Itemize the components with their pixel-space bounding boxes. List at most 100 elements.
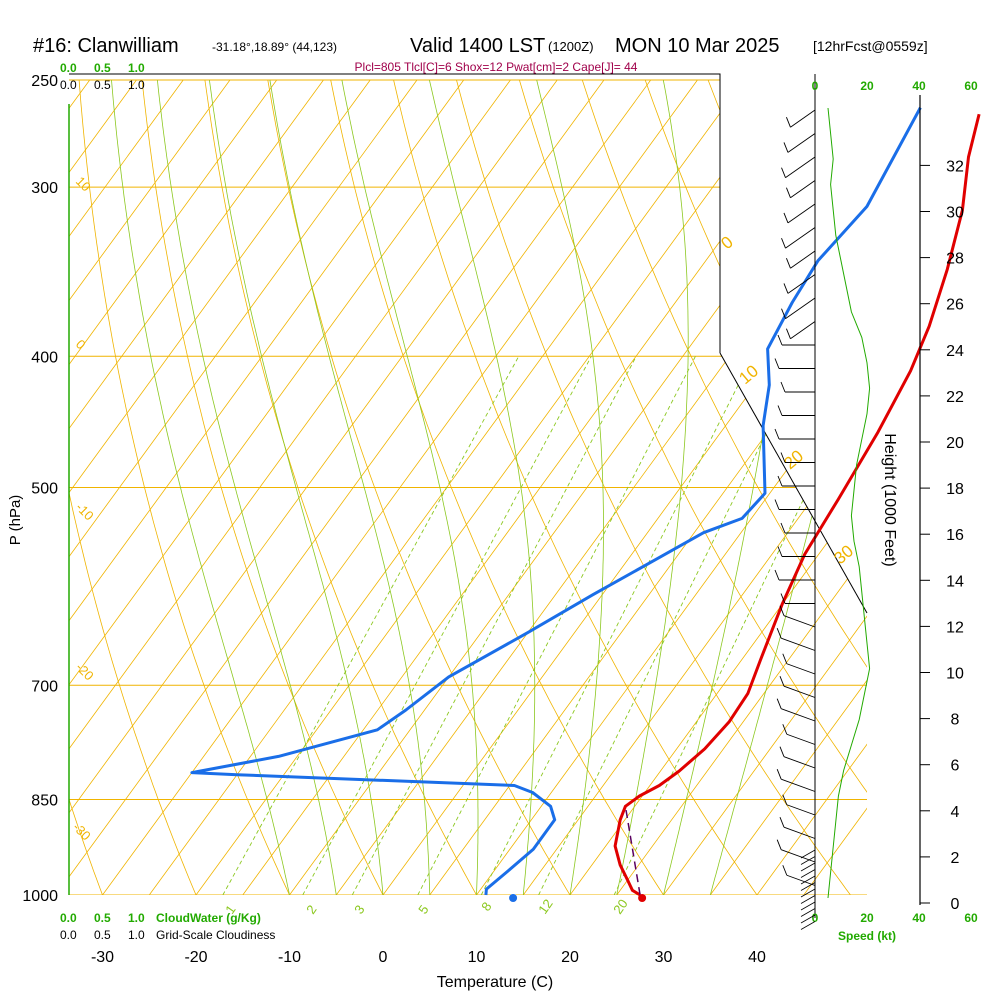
wind-barb <box>800 888 816 898</box>
title-forecast: [12hrFcst@0559z] <box>813 38 928 54</box>
moist-adiabat-line <box>209 79 384 895</box>
isotherm-line <box>663 79 867 895</box>
wind-barb <box>786 874 816 886</box>
isotherm-line <box>195 79 792 895</box>
moist-adiabat-line <box>341 79 479 895</box>
mixing-ratio-line <box>417 356 696 895</box>
cw-top-2: 1.0 <box>128 61 145 75</box>
height-tick-label: 4 <box>951 804 960 821</box>
dry-adiabat-line <box>0 80 9 895</box>
dry-adiabat-line <box>393 79 758 895</box>
title-station: #16: Clanwilliam <box>33 35 179 57</box>
height-tick-label: 22 <box>946 389 964 406</box>
wind-barb-flag <box>781 237 786 249</box>
wind-barb <box>800 908 816 917</box>
wind-barb-flag <box>776 628 782 639</box>
pressure-tick-label: 850 <box>31 792 58 809</box>
mixing-ratio-line <box>613 356 867 895</box>
height-tick-label: 18 <box>946 481 964 498</box>
wind-barb-flag <box>774 358 780 369</box>
isotherm-line <box>616 79 867 895</box>
y-axis-title: P (hPa) <box>7 495 24 546</box>
height-tick-label: 8 <box>951 712 960 729</box>
wind-barb <box>783 685 816 698</box>
wind-barb <box>800 921 816 930</box>
wind-barb-flag <box>786 187 791 198</box>
dry-adiabat-line <box>330 79 664 895</box>
pressure-tick-label: 250 <box>31 73 58 90</box>
wind-barb <box>800 901 816 911</box>
temperature-tick-label: -10 <box>278 949 301 966</box>
height-tick-label: 28 <box>946 251 964 268</box>
wind-barb <box>790 321 816 340</box>
isotherm-line <box>69 79 652 895</box>
temperature-tick-label: 20 <box>561 949 579 966</box>
isotherm-line <box>709 79 867 895</box>
dry-adiabat-line <box>204 79 477 895</box>
pressure-tick-label: 700 <box>31 678 58 695</box>
speed-axis-title: Speed (kt) <box>838 929 896 943</box>
height-tick-label: 2 <box>951 850 960 867</box>
temperature-tick-label: 10 <box>468 949 486 966</box>
cw-top-0: 0.0 <box>60 61 77 75</box>
cl-top-1: 0.5 <box>94 78 111 92</box>
surface-dewpoint-dot <box>509 894 518 902</box>
dry-adiabat-line <box>456 79 851 895</box>
height-tick-label: 16 <box>946 527 964 544</box>
dry-adiabat-line <box>519 79 867 895</box>
wind-barb <box>800 849 816 859</box>
dry-adiabat-line <box>69 79 197 895</box>
wind-barb-flag <box>774 499 780 510</box>
wind-barb <box>783 826 816 839</box>
wind-speed-profile <box>827 107 871 899</box>
isotherm-line <box>69 79 418 895</box>
cw-bot-title: CloudWater (g/Kg) <box>156 911 261 925</box>
theta-label: 30 <box>830 541 857 568</box>
dry-adiabat-label: 10 <box>73 174 94 195</box>
pressure-tick-label: 400 <box>31 349 58 366</box>
wind-barb <box>785 227 816 249</box>
speed-tick-label-bottom: 0 <box>812 911 819 925</box>
mixing-ratio-label: 5 <box>415 902 431 917</box>
wind-barb-flag <box>780 593 786 604</box>
wind-barb-flag <box>783 212 789 224</box>
wind-barb-flag <box>780 522 786 534</box>
x-axis-title: Temperature (C) <box>437 974 553 991</box>
wind-barb-flag <box>786 328 791 339</box>
isotherm-line <box>429 79 867 895</box>
wind-barb <box>786 804 816 816</box>
wind-barb <box>781 778 816 792</box>
theta-label: 10 <box>735 361 762 388</box>
cl-bot-1: 0.5 <box>94 928 111 942</box>
wind-barb <box>800 856 816 865</box>
cl-bot-title: Grid-Scale Cloudiness <box>156 928 275 942</box>
wind-barb <box>785 297 816 320</box>
wind-barb <box>800 862 816 872</box>
height-tick-label: 6 <box>951 758 960 775</box>
height-tick-label: 12 <box>946 619 964 636</box>
mixing-ratio-label: 12 <box>535 896 556 916</box>
temperature-tick-label: 0 <box>379 949 388 966</box>
isotherm-line <box>382 79 867 895</box>
wind-barb <box>790 250 816 269</box>
dry-adiabat-line <box>78 79 290 895</box>
speed-tick-label-top: 0 <box>812 79 819 93</box>
speed-tick-label-top: 20 <box>860 79 874 93</box>
isotherm-line <box>756 79 867 895</box>
dry-adiabat-label: 0 <box>73 337 89 353</box>
wind-barb-flag <box>777 475 783 487</box>
pressure-tick-label: 300 <box>31 180 58 197</box>
speed-tick-label-bottom: 40 <box>912 911 926 925</box>
isotherm-line <box>803 79 867 895</box>
wind-barb <box>781 849 816 863</box>
height-tick-label: 30 <box>946 205 964 222</box>
wind-barb-flag <box>780 381 786 393</box>
mixing-ratio-line <box>302 356 592 895</box>
wind-barb-flag <box>782 794 788 805</box>
speed-tick-label-top: 60 <box>964 79 978 93</box>
dry-adiabat-line <box>141 79 384 895</box>
